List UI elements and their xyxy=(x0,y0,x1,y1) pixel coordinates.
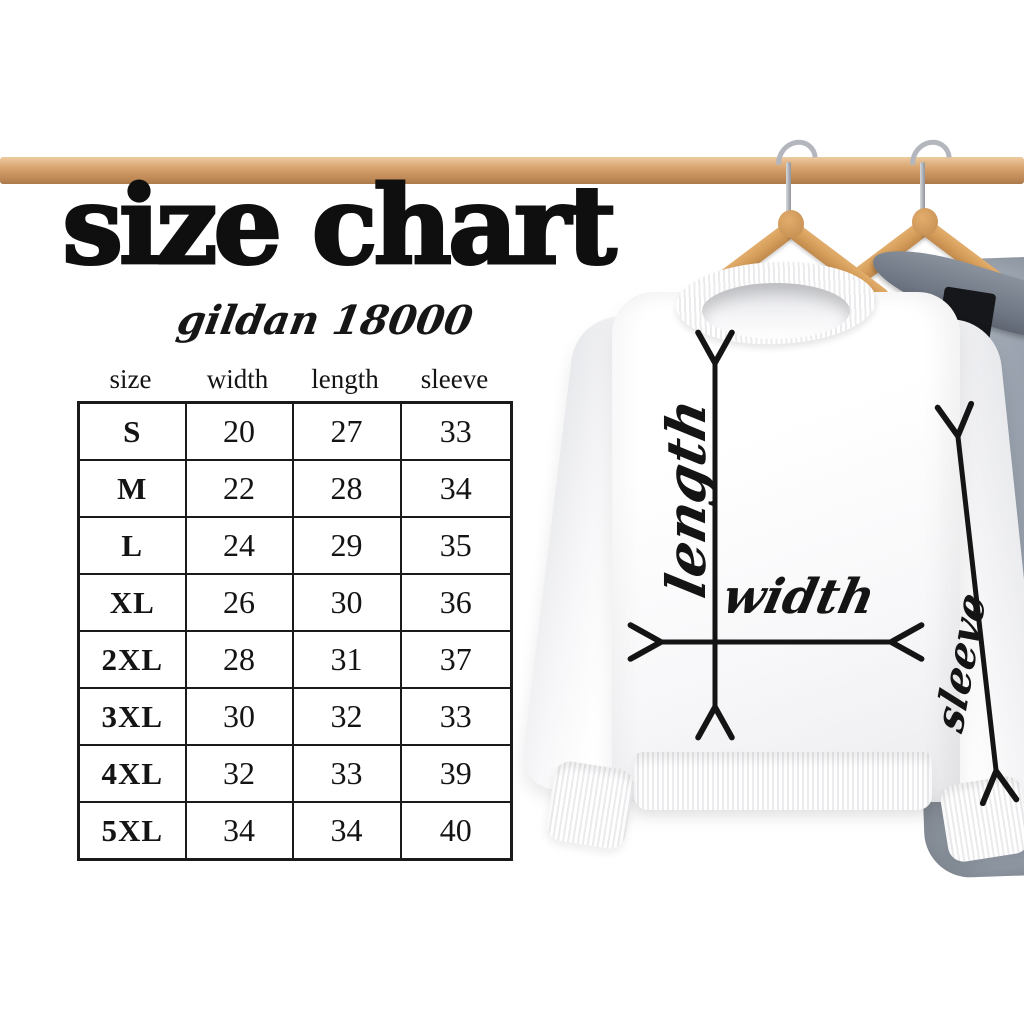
size-cell: M xyxy=(77,459,187,518)
size-cell: 2XL xyxy=(77,630,187,689)
table-row: M 22 28 34 xyxy=(77,459,513,518)
page-subtitle: gildan 18000 xyxy=(173,297,477,344)
hanger-hook-icon xyxy=(786,162,791,224)
wooden-hanger xyxy=(912,208,938,236)
column-header-3: sleeve xyxy=(420,364,489,394)
value-cell: 28 xyxy=(184,630,294,689)
table-row: XL 26 30 36 xyxy=(77,573,513,632)
table-row: 3XL 30 32 33 xyxy=(77,687,513,746)
value-cell: 30 xyxy=(291,573,402,632)
value-cell: 34 xyxy=(291,801,402,861)
value-cell: 20 xyxy=(184,401,294,461)
length-label: length xyxy=(654,393,718,603)
value-cell: 32 xyxy=(184,744,294,803)
size-table-headers: size width length sleeve xyxy=(77,364,510,395)
clothes-rail xyxy=(0,157,1024,184)
value-cell: 39 xyxy=(399,744,513,803)
value-cell: 34 xyxy=(399,459,513,518)
value-cell: 24 xyxy=(184,516,294,575)
white-sweatshirt-body xyxy=(612,292,960,802)
size-cell: L xyxy=(77,516,187,575)
white-sweatshirt-hem xyxy=(634,752,932,810)
size-cell: S xyxy=(77,401,187,461)
column-header-1: width xyxy=(206,364,269,394)
value-cell: 22 xyxy=(184,459,294,518)
value-cell: 27 xyxy=(291,401,402,461)
page-title: size chart xyxy=(61,163,619,289)
value-cell: 26 xyxy=(184,573,294,632)
white-sweatshirt-right-cuff xyxy=(938,774,1024,864)
size-table: S 20 27 33 M 22 28 34 L 24 29 35 XL 26 30 36 2XL 28 31 37 3X… xyxy=(77,401,513,861)
hanger-hook-icon xyxy=(920,162,925,222)
value-cell: 37 xyxy=(399,630,513,689)
value-cell: 33 xyxy=(399,401,513,461)
size-cell: XL xyxy=(77,573,187,632)
column-header-0: size xyxy=(109,364,152,394)
table-row: 2XL 28 31 37 xyxy=(77,630,513,689)
value-cell: 30 xyxy=(184,687,294,746)
size-cell: 4XL xyxy=(77,744,187,803)
size-cell: 5XL xyxy=(77,801,187,861)
table-row: 4XL 32 33 39 xyxy=(77,744,513,803)
value-cell: 29 xyxy=(291,516,402,575)
value-cell: 32 xyxy=(291,687,402,746)
value-cell: 31 xyxy=(291,630,402,689)
value-cell: 34 xyxy=(184,801,294,861)
value-cell: 33 xyxy=(399,687,513,746)
white-sweatshirt-neck-opening xyxy=(702,283,850,339)
table-row: 5XL 34 34 40 xyxy=(77,801,513,861)
table-row: S 20 27 33 xyxy=(77,401,513,461)
value-cell: 35 xyxy=(399,516,513,575)
wooden-hanger xyxy=(778,210,804,238)
size-table-body: S 20 27 33 M 22 28 34 L 24 29 35 XL 26 30 36 2XL 28 31 37 3X… xyxy=(77,401,513,861)
value-cell: 36 xyxy=(399,573,513,632)
white-sweatshirt-left-cuff xyxy=(544,759,636,851)
size-cell: 3XL xyxy=(77,687,187,746)
value-cell: 33 xyxy=(291,744,402,803)
table-row: L 24 29 35 xyxy=(77,516,513,575)
value-cell: 28 xyxy=(291,459,402,518)
width-label: width xyxy=(717,569,881,625)
column-header-2: length xyxy=(311,364,379,394)
value-cell: 40 xyxy=(399,801,513,861)
